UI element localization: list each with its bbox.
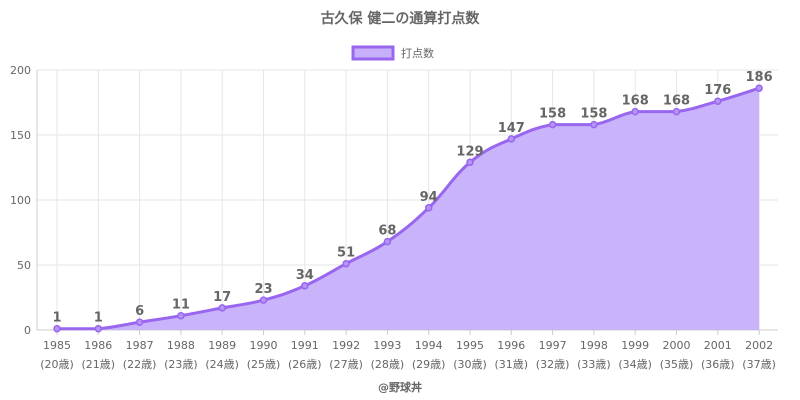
legend-swatch [351, 45, 395, 61]
x-tick-label: 1989 [208, 339, 236, 352]
y-tick-label: 0 [24, 324, 31, 337]
x-tick-label: 2002 [745, 339, 773, 352]
data-label: 176 [704, 83, 731, 98]
x-tick-label: 1996 [497, 339, 525, 352]
data-point[interactable] [94, 324, 103, 333]
x-tick-label: 1993 [373, 339, 401, 352]
data-label: 68 [378, 224, 396, 239]
data-label: 168 [663, 94, 690, 109]
data-point[interactable] [259, 296, 268, 304]
data-point[interactable] [714, 97, 722, 105]
x-tick-sublabel: (21歳) [82, 358, 116, 371]
data-label: 129 [456, 144, 483, 159]
data-label: 147 [498, 121, 525, 136]
data-point[interactable] [53, 324, 61, 333]
y-axis: 0 50 100 150 200 [10, 64, 38, 337]
x-tick-sublabel: (36歳) [701, 358, 735, 371]
data-label: 17 [213, 290, 231, 305]
x-tick-sublabel: (32歳) [536, 358, 570, 371]
x-tick-label: 1995 [456, 339, 484, 352]
data-point[interactable] [755, 84, 763, 92]
y-tick-label: 50 [17, 259, 31, 272]
data-label: 23 [254, 282, 272, 297]
x-axis: 1985 (20歳) 1986 (21歳) 1987 (22歳) 1988 (23歳) 1989… [40, 330, 776, 371]
chart-title: 古久保 健二の通算打点数 [321, 10, 481, 27]
y-tick-label: 100 [10, 194, 31, 207]
data-point[interactable] [218, 304, 226, 312]
x-tick-label: 1998 [580, 339, 608, 352]
data-point[interactable] [177, 311, 185, 320]
x-tick-sublabel: (24歳) [205, 358, 239, 371]
x-tick-label: 1994 [415, 339, 443, 352]
x-tick-sublabel: (23歳) [164, 358, 198, 371]
data-label: 1 [52, 311, 61, 326]
data-label: 51 [337, 246, 355, 261]
data-point[interactable] [466, 158, 474, 167]
x-tick-label: 1997 [539, 339, 567, 352]
data-label: 158 [580, 107, 607, 122]
data-label: 186 [746, 70, 773, 85]
x-tick-label: 1990 [250, 339, 278, 352]
x-tick-sublabel: (37歳) [742, 358, 776, 371]
series-line [57, 86, 760, 331]
data-point[interactable] [672, 107, 681, 116]
data-point[interactable] [301, 282, 309, 290]
data-label: 94 [420, 190, 438, 205]
x-tick-sublabel: (35歳) [660, 358, 694, 371]
legend-label: 打点数 [401, 46, 434, 60]
data-point[interactable] [135, 318, 144, 326]
x-tick-label: 1985 [43, 339, 71, 352]
x-tick-sublabel: (22歳) [123, 358, 157, 371]
data-label: 1 [94, 311, 103, 326]
x-tick-sublabel: (27歳) [329, 358, 363, 371]
x-tick-label: 1988 [167, 339, 195, 352]
series-area [57, 86, 760, 331]
data-label: 158 [539, 107, 566, 122]
x-tick-sublabel: (26歳) [288, 358, 322, 371]
x-tick-sublabel: (33歳) [577, 358, 611, 371]
legend[interactable]: 打点数 [351, 45, 434, 61]
data-label: 168 [622, 94, 649, 109]
data-point[interactable] [342, 259, 350, 268]
x-tick-label: 1986 [84, 339, 112, 352]
x-tick-label: 2000 [663, 339, 691, 352]
data-label: 34 [296, 268, 314, 283]
data-point[interactable] [507, 135, 516, 143]
x-tick-sublabel: (31歳) [495, 358, 529, 371]
x-tick-label: 2001 [704, 339, 732, 352]
data-points [53, 84, 763, 333]
x-tick-sublabel: (34歳) [618, 358, 652, 371]
x-tick-sublabel: (30歳) [453, 358, 487, 371]
x-tick-sublabel: (28歳) [371, 358, 405, 371]
x-tick-sublabel: (29歳) [412, 358, 446, 371]
data-point[interactable] [424, 204, 433, 212]
x-tick-sublabel: (20歳) [40, 358, 74, 371]
data-label: 11 [172, 298, 190, 313]
data-label: 6 [135, 304, 144, 319]
x-tick-label: 1992 [332, 339, 360, 352]
x-tick-label: 1999 [621, 339, 649, 352]
series-fill [57, 88, 760, 330]
x-tick-sublabel: (25歳) [247, 358, 281, 371]
footer-credit: @野球丼 [378, 380, 422, 394]
data-point[interactable] [548, 120, 557, 129]
data-point[interactable] [631, 107, 639, 116]
y-tick-label: 150 [10, 129, 31, 142]
data-point[interactable] [383, 237, 392, 246]
data-point[interactable] [590, 120, 598, 129]
y-tick-label: 200 [10, 64, 31, 77]
x-tick-label: 1991 [291, 339, 319, 352]
x-tick-label: 1987 [126, 339, 154, 352]
